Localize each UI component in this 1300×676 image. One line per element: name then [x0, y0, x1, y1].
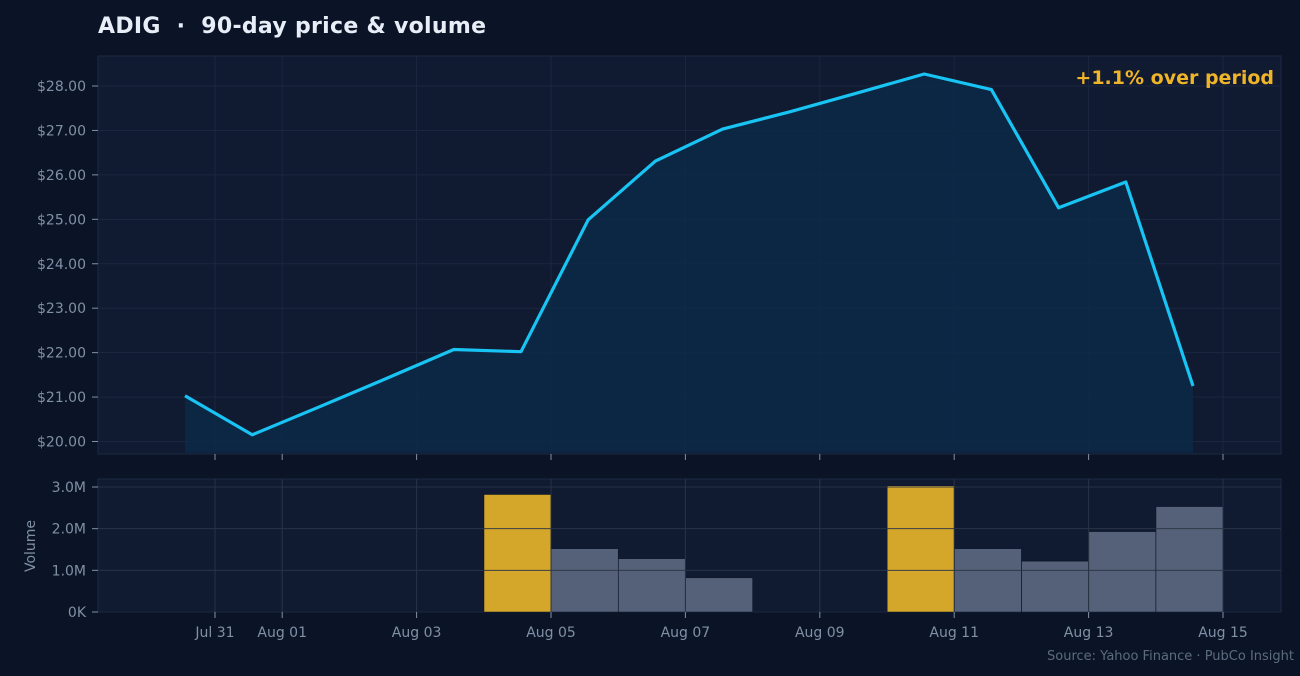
price-y-tick-label: $22.00 — [37, 346, 86, 362]
volume-bar — [550, 548, 619, 613]
volume-bar-highlight — [886, 485, 955, 613]
volume-y-tick-label: 1.0M — [52, 563, 86, 579]
price-y-tick-label: $20.00 — [37, 435, 86, 451]
volume-bar — [685, 577, 753, 613]
volume-y-tick-label: 0K — [68, 605, 87, 621]
price-y-tick-label: $23.00 — [37, 301, 86, 317]
volume-bar — [1155, 506, 1224, 613]
price-y-tick-label: $27.00 — [37, 123, 86, 139]
volume-y-axis: 0K 1.0M 2.0M 3.0M — [52, 480, 98, 621]
price-line — [184, 72, 1195, 437]
price-y-tick-label: $24.00 — [37, 257, 86, 273]
x-tick-label: Aug 13 — [1064, 625, 1114, 641]
volume-y-tick-label: 3.0M — [52, 480, 86, 496]
volume-bar — [1021, 560, 1089, 613]
x-tick-label: Aug 01 — [257, 625, 307, 641]
x-tick-label: Aug 03 — [392, 625, 442, 641]
volume-x-axis: Jul 31 Aug 01 Aug 03 Aug 05 Aug 07 Aug 09 Aug … — [194, 612, 1248, 641]
volume-bars — [98, 479, 1281, 613]
x-tick-label: Jul 31 — [194, 625, 234, 641]
price-x-axis-ticks — [214, 454, 1224, 460]
volume-axis-label: Volume — [23, 520, 39, 572]
volume-bar — [954, 548, 1022, 613]
price-y-tick-label: $21.00 — [37, 390, 86, 406]
source-credit: Source: Yahoo Finance · PubCo Insight — [1047, 649, 1294, 664]
volume-bar — [618, 558, 686, 613]
x-tick-label: Aug 15 — [1198, 625, 1248, 641]
price-y-tick-label: $28.00 — [37, 79, 86, 95]
chart-title: ADIG · 90-day price & volume — [98, 14, 487, 39]
x-tick-label: Aug 05 — [526, 625, 576, 641]
x-tick-label: Aug 09 — [795, 625, 845, 641]
price-y-axis: $20.00 $21.00 $22.00 $23.00 $24.00 $25.00 $26.… — [37, 79, 98, 451]
period-change-annotation: +1.1% over period — [1075, 67, 1274, 89]
x-tick-label: Aug 11 — [929, 625, 979, 641]
price-y-tick-label: $26.00 — [37, 168, 86, 184]
price-y-tick-label: $25.00 — [37, 212, 86, 228]
x-tick-label: Aug 07 — [661, 625, 711, 641]
volume-y-tick-label: 2.0M — [52, 522, 86, 538]
volume-bar — [1088, 531, 1157, 613]
volume-bar-highlight — [483, 494, 552, 613]
